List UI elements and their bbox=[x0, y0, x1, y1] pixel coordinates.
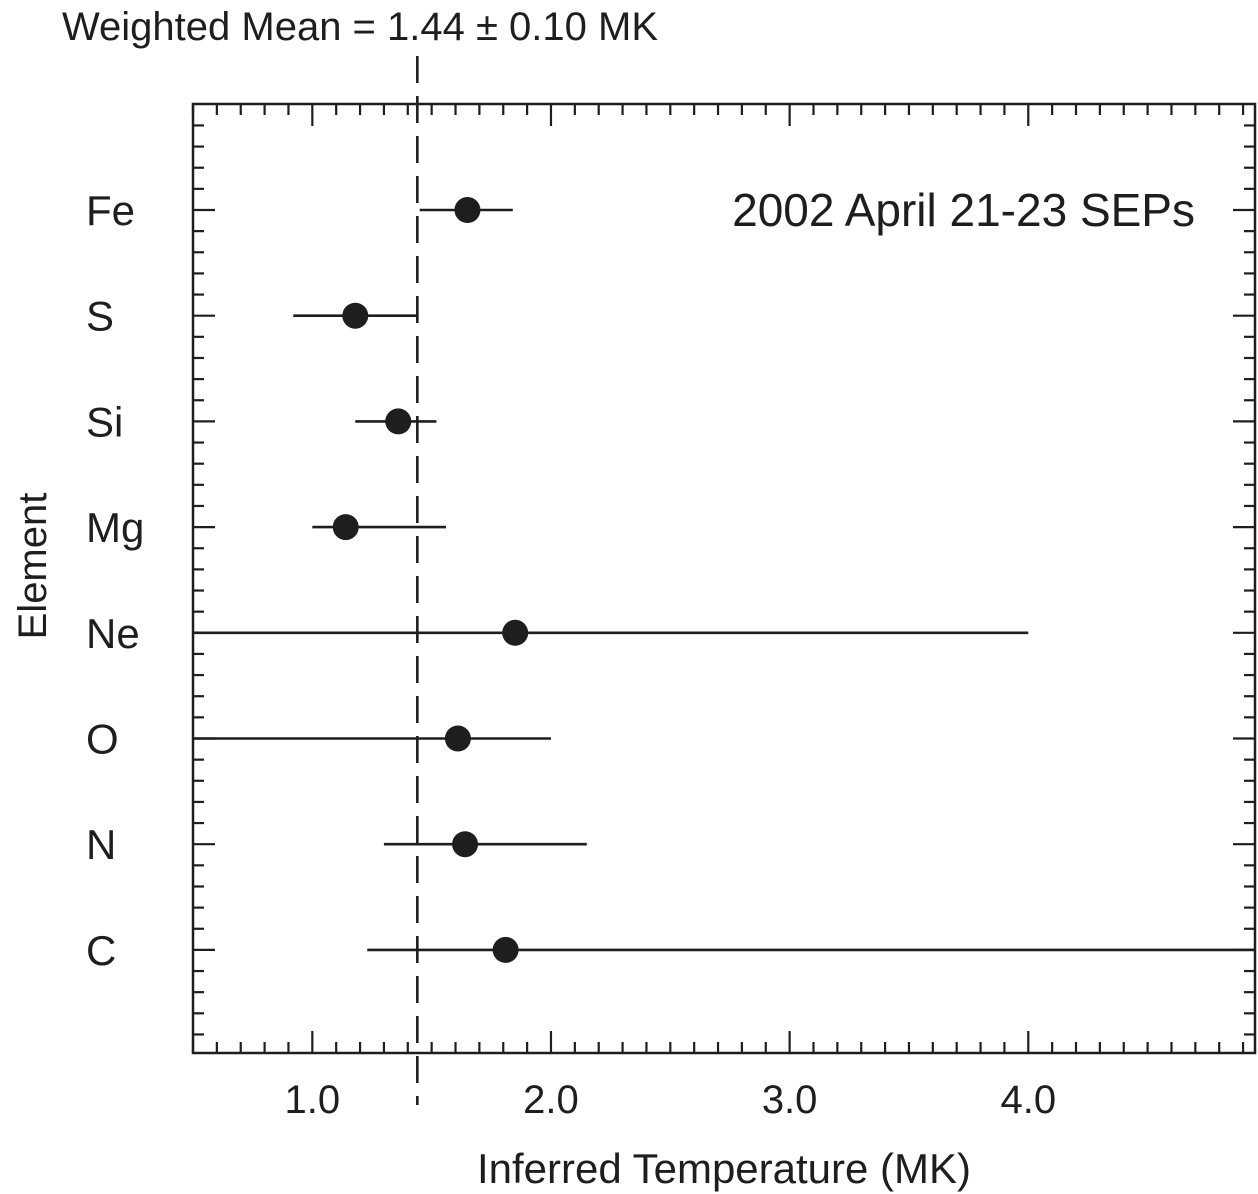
y-category-label: Si bbox=[86, 398, 123, 445]
x-tick-label: 2.0 bbox=[523, 1078, 579, 1122]
y-category-label: O bbox=[86, 716, 119, 763]
x-tick-labels: 1.0 2.0 3.0 4.0 bbox=[285, 1078, 1057, 1122]
data-point bbox=[452, 831, 479, 858]
y-category-label: Ne bbox=[86, 610, 140, 657]
x-axis-label: Inferred Temperature (MK) bbox=[477, 1145, 971, 1192]
data-point bbox=[385, 408, 412, 435]
x-tick-label: 1.0 bbox=[285, 1078, 341, 1122]
chart-title: 2002 April 21-23 SEPs bbox=[732, 184, 1195, 236]
data-point bbox=[444, 725, 471, 752]
x-tick-label: 4.0 bbox=[1000, 1078, 1056, 1122]
y-axis-label: Element bbox=[11, 493, 55, 640]
data-point bbox=[492, 936, 519, 963]
y-category-labels: Fe S Si Mg Ne O N C bbox=[86, 187, 144, 974]
data-point bbox=[342, 302, 369, 329]
axis-ticks bbox=[191, 104, 1255, 1053]
weighted-mean-annotation: Weighted Mean = 1.44 ± 0.10 MK bbox=[62, 5, 658, 49]
data-point bbox=[454, 197, 481, 223]
data-point bbox=[332, 514, 359, 541]
y-category-label: S bbox=[86, 293, 114, 340]
x-tick-label: 3.0 bbox=[762, 1078, 818, 1122]
y-category-label: C bbox=[86, 927, 116, 974]
data-point bbox=[502, 619, 529, 646]
y-category-label: Mg bbox=[86, 504, 144, 551]
plot-frame bbox=[191, 102, 1257, 1055]
data-points bbox=[332, 197, 529, 963]
y-category-label: N bbox=[86, 821, 116, 868]
y-category-label: Fe bbox=[86, 187, 135, 234]
